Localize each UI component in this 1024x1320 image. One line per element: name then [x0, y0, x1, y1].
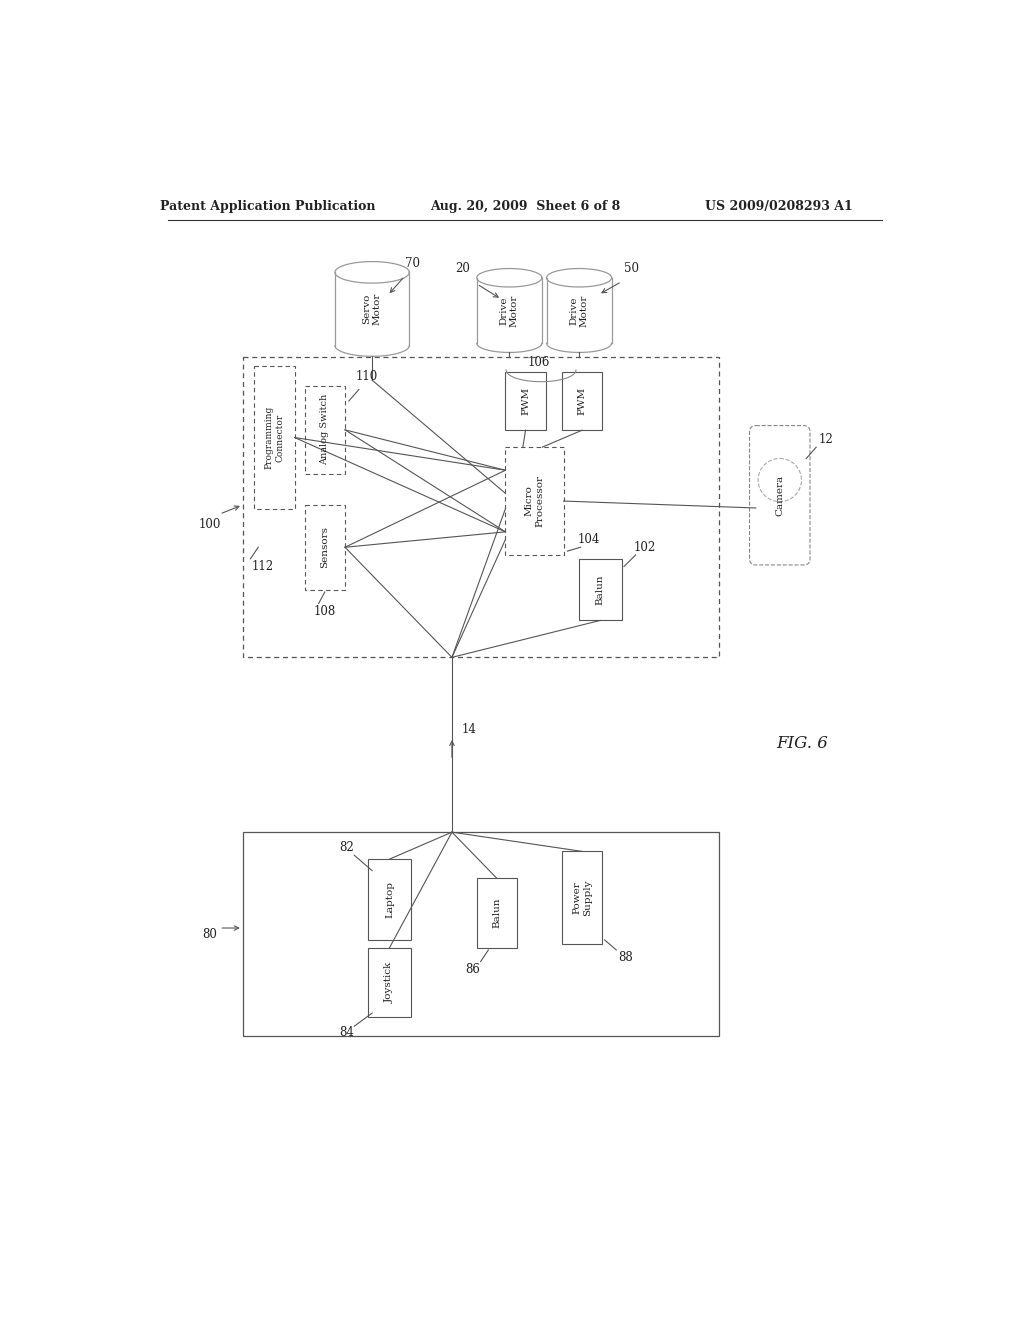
Text: 50: 50: [625, 261, 639, 275]
Text: Joystick: Joystick: [385, 962, 394, 1003]
Text: 70: 70: [404, 256, 420, 269]
Text: Programming
Connector: Programming Connector: [265, 407, 285, 469]
Bar: [305, 385, 345, 474]
Text: Micro
Processor: Micro Processor: [524, 475, 544, 527]
Text: Power
Supply: Power Supply: [572, 879, 592, 916]
Bar: [506, 372, 546, 430]
Text: Laptop: Laptop: [385, 880, 394, 917]
Text: 12: 12: [818, 433, 833, 446]
Bar: [243, 358, 719, 657]
Bar: [579, 558, 622, 620]
Bar: [506, 447, 563, 554]
Bar: [369, 948, 411, 1016]
Text: Analog Switch: Analog Switch: [321, 395, 330, 466]
Bar: [254, 367, 295, 508]
Text: 110: 110: [355, 370, 378, 383]
Text: 108: 108: [313, 605, 336, 618]
Bar: [562, 372, 602, 430]
Text: 86: 86: [466, 962, 480, 975]
Text: 82: 82: [339, 841, 354, 854]
Text: Sensors: Sensors: [321, 527, 330, 568]
Bar: [562, 851, 602, 944]
Text: 84: 84: [339, 1026, 354, 1039]
Text: 106: 106: [527, 356, 550, 370]
Text: Camera: Camera: [775, 475, 784, 516]
Text: US 2009/0208293 A1: US 2009/0208293 A1: [706, 199, 853, 213]
Text: PWM: PWM: [521, 387, 530, 416]
Bar: [369, 859, 411, 940]
Text: 102: 102: [634, 541, 656, 554]
Text: Drive
Motor: Drive Motor: [569, 294, 589, 326]
Text: 104: 104: [578, 533, 599, 546]
Text: Balun: Balun: [493, 898, 502, 928]
Text: Patent Application Publication: Patent Application Publication: [160, 199, 375, 213]
Text: Aug. 20, 2009  Sheet 6 of 8: Aug. 20, 2009 Sheet 6 of 8: [430, 199, 620, 213]
Text: 112: 112: [252, 560, 274, 573]
Bar: [243, 832, 719, 1036]
Text: PWM: PWM: [578, 387, 587, 416]
Text: Drive
Motor: Drive Motor: [500, 294, 519, 326]
Text: Balun: Balun: [596, 574, 605, 605]
Text: 20: 20: [456, 261, 470, 275]
Text: FIG. 6: FIG. 6: [776, 735, 828, 752]
Text: Servo
Motor: Servo Motor: [362, 293, 382, 325]
Text: 14: 14: [462, 723, 476, 735]
Bar: [477, 878, 517, 948]
Bar: [305, 506, 345, 590]
Text: 100: 100: [199, 517, 220, 531]
Text: 88: 88: [618, 952, 633, 964]
Text: 80: 80: [202, 928, 217, 941]
